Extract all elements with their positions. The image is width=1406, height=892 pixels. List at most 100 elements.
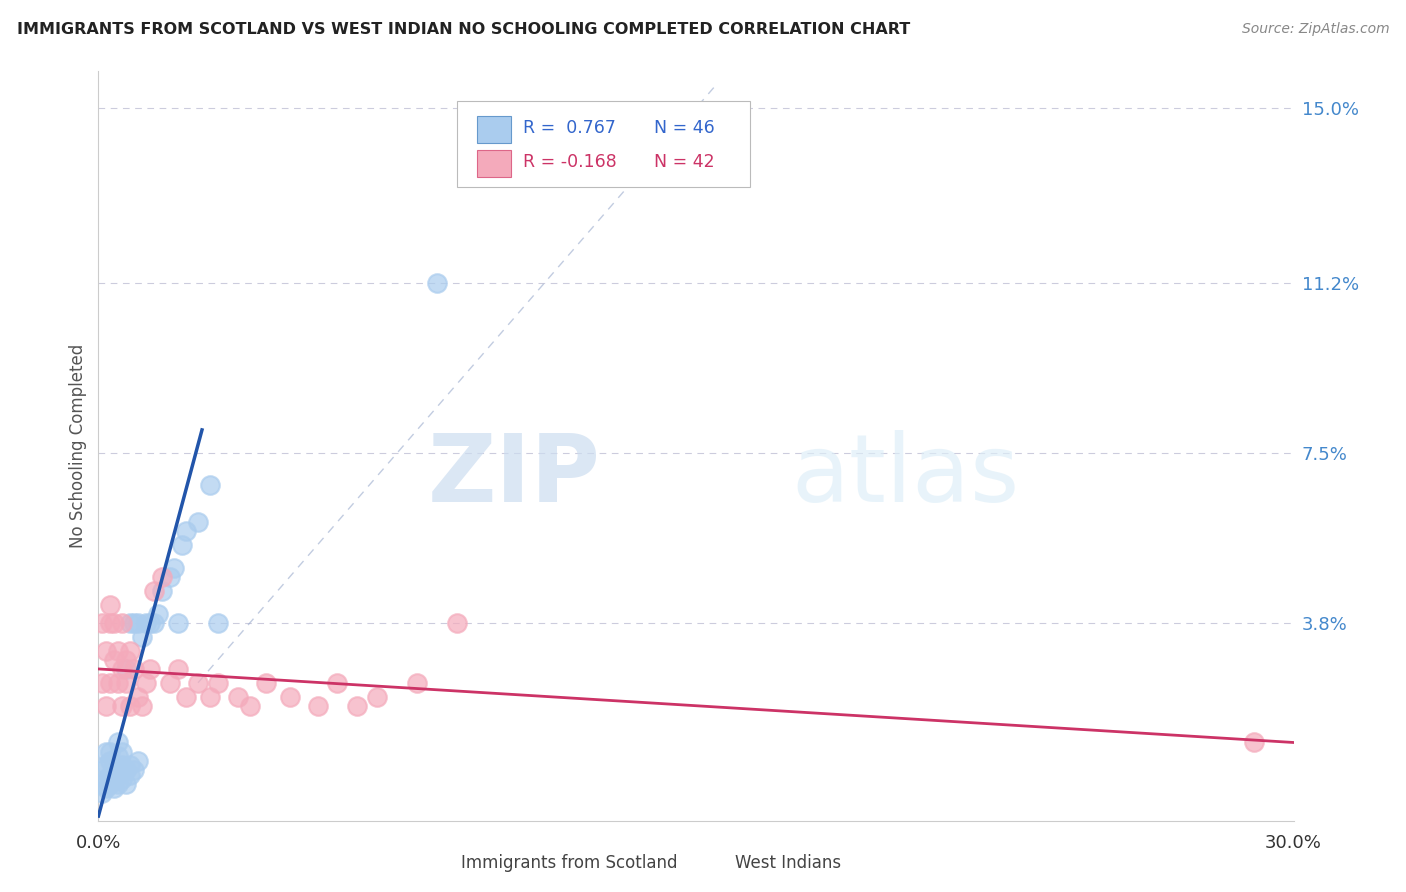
Point [124, 662, 146, 676]
Point [148, 607, 170, 621]
Point [91, 777, 114, 791]
Point [107, 675, 129, 690]
Point [98, 754, 122, 768]
Point [115, 777, 138, 791]
Point [163, 561, 186, 575]
Point [366, 690, 388, 704]
Point [115, 653, 138, 667]
Point [120, 643, 142, 657]
Point [120, 758, 142, 772]
Text: ZIP: ZIP [427, 430, 600, 522]
Point [107, 777, 129, 791]
Point [96, 745, 118, 759]
Point [159, 570, 181, 584]
Point [1243, 735, 1265, 749]
Point [124, 763, 146, 777]
Point [98, 777, 122, 791]
Text: Source: ZipAtlas.com: Source: ZipAtlas.com [1241, 22, 1389, 37]
Bar [477, 150, 510, 177]
Point [207, 675, 229, 690]
Point [174, 690, 197, 704]
Point [159, 675, 181, 690]
Point [426, 276, 449, 290]
Point [98, 767, 122, 781]
Point [198, 690, 221, 704]
Point [254, 675, 277, 690]
Point [111, 615, 134, 630]
Point [174, 524, 197, 538]
Point [107, 749, 129, 764]
Point [150, 583, 173, 598]
Point [143, 583, 166, 598]
Point [103, 767, 125, 781]
Point [198, 478, 221, 492]
Point [98, 745, 122, 759]
Text: R =  0.767: R = 0.767 [523, 119, 616, 137]
Point [127, 690, 149, 704]
Point [98, 598, 122, 612]
Point [150, 570, 173, 584]
Point [226, 690, 249, 704]
Point [167, 615, 190, 630]
Text: Immigrants from Scotland: Immigrants from Scotland [461, 854, 678, 871]
Point [172, 538, 194, 552]
Bar [477, 116, 510, 144]
Text: atlas: atlas [792, 430, 1019, 522]
Point [187, 675, 209, 690]
Point [346, 698, 368, 713]
Point [139, 615, 162, 630]
Point [326, 675, 349, 690]
Text: N = 46: N = 46 [654, 119, 714, 137]
Point [131, 698, 153, 713]
Point [120, 698, 142, 713]
Point [91, 675, 114, 690]
Point [307, 698, 329, 713]
Point [111, 662, 134, 676]
Point [91, 786, 114, 800]
Point [98, 615, 122, 630]
Text: West Indians: West Indians [735, 854, 841, 871]
Text: R = -0.168: R = -0.168 [523, 153, 616, 170]
Point [115, 662, 138, 676]
Point [143, 615, 166, 630]
Point [111, 698, 134, 713]
Point [103, 758, 125, 772]
Point [124, 615, 146, 630]
Point [131, 630, 153, 644]
Point [91, 615, 114, 630]
Point [98, 675, 122, 690]
Point [278, 690, 301, 704]
Point [446, 615, 468, 630]
Y-axis label: No Schooling Completed: No Schooling Completed [69, 344, 87, 548]
Point [96, 781, 118, 796]
Text: N = 42: N = 42 [654, 153, 714, 170]
Point [120, 615, 142, 630]
Point [96, 698, 118, 713]
Point [111, 758, 134, 772]
Point [111, 772, 134, 787]
Point [96, 758, 118, 772]
Point [103, 781, 125, 796]
Point [103, 615, 125, 630]
Point [96, 772, 118, 787]
Point [127, 754, 149, 768]
Point [167, 662, 190, 676]
Point [103, 653, 125, 667]
Point [107, 643, 129, 657]
Point [139, 662, 162, 676]
Point [91, 763, 114, 777]
Point [96, 643, 118, 657]
Text: IMMIGRANTS FROM SCOTLAND VS WEST INDIAN NO SCHOOLING COMPLETED CORRELATION CHART: IMMIGRANTS FROM SCOTLAND VS WEST INDIAN … [17, 22, 910, 37]
Point [207, 615, 229, 630]
Point [107, 735, 129, 749]
Point [406, 675, 429, 690]
Point [107, 763, 129, 777]
Point [115, 763, 138, 777]
Point [135, 615, 157, 630]
Point [127, 615, 149, 630]
Point [135, 675, 157, 690]
Point [111, 745, 134, 759]
Point [120, 767, 142, 781]
Point [187, 515, 209, 529]
Point [239, 698, 262, 713]
